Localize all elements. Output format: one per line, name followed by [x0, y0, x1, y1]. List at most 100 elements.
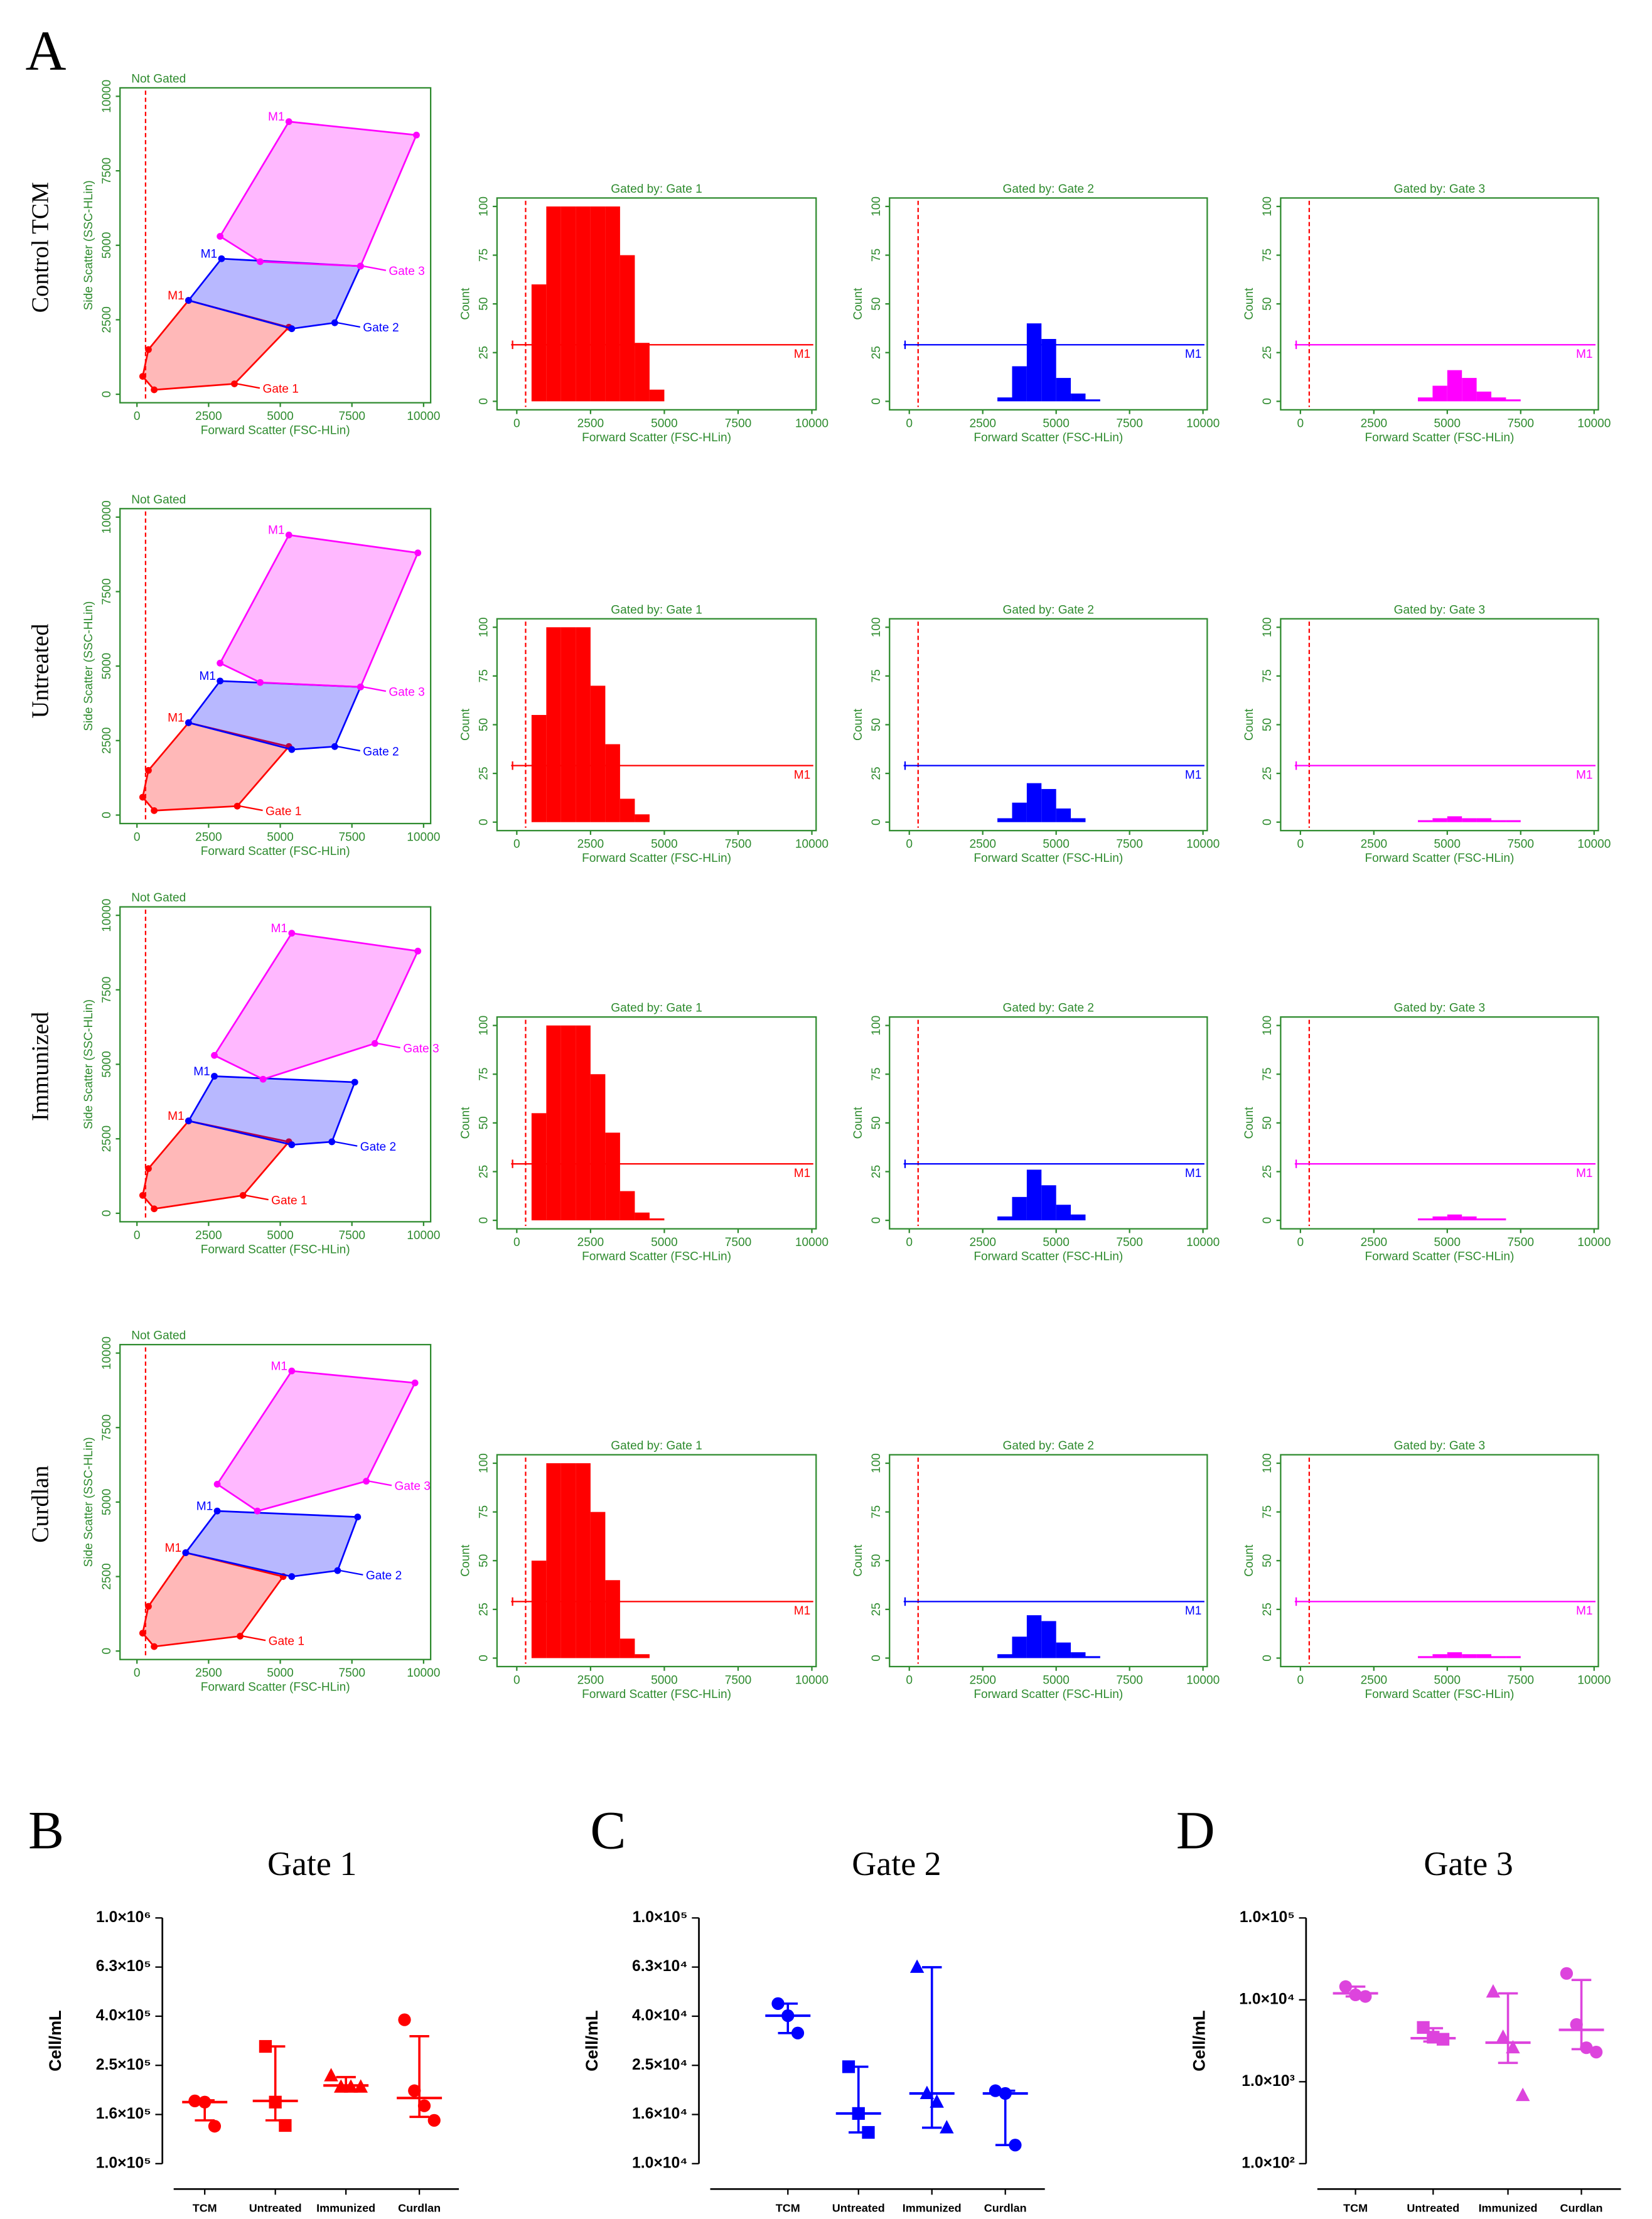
histogram-bar: [1432, 818, 1447, 822]
data-point: [862, 2125, 875, 2139]
x-tick-label: Immunized: [1479, 2202, 1538, 2215]
gate-vertex: [211, 1051, 218, 1059]
x-tick-label: 0: [906, 417, 913, 430]
gate-polygon: [184, 1510, 359, 1577]
y-tick-label: 1.0×10⁵: [96, 2154, 151, 2171]
histogram-bar: [1026, 1169, 1042, 1221]
data-point: [1009, 2139, 1022, 2152]
gate-vertex: [211, 1073, 218, 1080]
gate-vertex: [217, 233, 224, 240]
y-tick-label: 0: [1261, 819, 1274, 825]
data-point: [1580, 2041, 1593, 2055]
y-tick-label: 2500: [100, 728, 114, 755]
y-tick-label: 7500: [100, 578, 114, 605]
y-tick-label: 2.5×10⁴: [632, 2056, 688, 2073]
x-tick-label: 7500: [1508, 1236, 1535, 1249]
y-tick-label: 0: [870, 398, 883, 405]
data-point: [1339, 1980, 1352, 1993]
histogram-bar: [1071, 1214, 1086, 1221]
histogram-bar: [1071, 818, 1086, 822]
data-point: [909, 1959, 925, 1973]
x-tick-label: 10000: [407, 410, 440, 423]
x-tick-label: Untreated: [832, 2202, 885, 2215]
data-point: [1486, 1984, 1501, 1998]
histogram-bar: [560, 206, 576, 402]
histogram-bar: [546, 627, 561, 822]
histogram-bar: [1476, 818, 1491, 822]
x-tick-label: Untreated: [1407, 2202, 1459, 2215]
y-tick-label: 0: [870, 1217, 883, 1224]
marker-label: M1: [794, 768, 811, 782]
y-tick-label: 100: [1261, 1016, 1274, 1036]
y-tick-label: 1.0×10⁶: [96, 1909, 151, 1926]
gate-arrow: [240, 805, 263, 812]
histogram-bar: [1476, 391, 1491, 402]
y-axis-label: Count: [852, 287, 865, 320]
y-tick-label: 1.0×10⁵: [633, 1909, 688, 1926]
y-tick-label: 0: [100, 391, 114, 398]
y-tick-label: 75: [1261, 249, 1274, 262]
histogram-bar: [1432, 1216, 1447, 1221]
gate-vertex: [145, 1603, 152, 1610]
histogram-bar: [605, 1580, 620, 1658]
gate-polygon: [213, 932, 419, 1080]
y-tick-label: 100: [870, 1016, 883, 1036]
x-tick-label: 0: [513, 417, 520, 430]
chart-title: Gate 1: [267, 1845, 357, 1883]
y-tick-label: 4.0×10⁵: [96, 2007, 151, 2024]
gate-vertex: [151, 1643, 158, 1650]
y-tick-label: 75: [1261, 1505, 1274, 1518]
gate-vertex: [213, 1481, 221, 1488]
x-tick-label: 2500: [969, 838, 996, 851]
x-tick-label: 7500: [338, 1229, 365, 1242]
x-tick-label: 5000: [1043, 417, 1070, 430]
x-tick-label: 0: [906, 838, 913, 851]
histogram-bar: [1447, 816, 1462, 822]
histogram-bar: [1491, 820, 1506, 822]
histogram-bar: [997, 1216, 1012, 1221]
data-point: [1560, 1967, 1574, 1980]
y-tick-label: 2500: [100, 306, 114, 333]
x-tick-label: 2500: [1361, 838, 1388, 851]
gate-arrow: [368, 1480, 392, 1486]
gate-vertex: [139, 1191, 146, 1199]
plot-title: Not Gated: [131, 72, 186, 85]
plot-title: Gated by: Gate 2: [1003, 1002, 1095, 1015]
y-tick-label: 0: [870, 1655, 883, 1662]
panel-label: D: [1176, 1802, 1215, 1861]
gate-vertex: [257, 679, 264, 686]
gate-vertex: [237, 1633, 244, 1640]
histogram-bar: [649, 389, 665, 402]
x-tick-label: 0: [906, 1236, 913, 1249]
row-label: Control TCM: [27, 182, 53, 313]
y-axis-label: Count: [459, 287, 472, 320]
y-tick-label: 1.6×10⁴: [632, 2105, 688, 2122]
plot-title: Gated by: Gate 2: [1003, 603, 1095, 616]
gate-vertex: [288, 1367, 296, 1375]
histogram-bar: [590, 206, 606, 402]
gate-vertex: [288, 1141, 296, 1149]
y-tick-label: 10000: [100, 500, 114, 534]
y-tick-label: 25: [478, 1165, 491, 1178]
x-tick-label: 2500: [195, 1229, 222, 1242]
gate-vertex: [231, 380, 238, 387]
y-axis-label: Side Scatter (SSC-HLin): [82, 601, 95, 731]
gate-vertex: [145, 346, 152, 353]
histogram-bar: [560, 1463, 576, 1658]
y-tick-label: 50: [1261, 297, 1274, 310]
data-point: [1590, 2046, 1603, 2059]
data-point: [1506, 2039, 1520, 2054]
x-tick-label: 0: [513, 1236, 520, 1249]
gate-vertex: [151, 386, 158, 394]
y-tick-label: 7500: [100, 158, 114, 185]
y-tick-label: 10000: [100, 899, 114, 932]
row-label: Curdlan: [27, 1466, 53, 1543]
gate-label: Gate 2: [363, 745, 399, 758]
data-point: [1417, 2021, 1430, 2034]
y-tick-label: 100: [870, 617, 883, 637]
x-tick-label: 2500: [577, 1674, 604, 1687]
gate-vertex: [413, 131, 420, 139]
gate-polygon: [216, 1370, 417, 1512]
y-tick-label: 0: [478, 819, 491, 825]
x-tick-label: 5000: [267, 831, 294, 844]
